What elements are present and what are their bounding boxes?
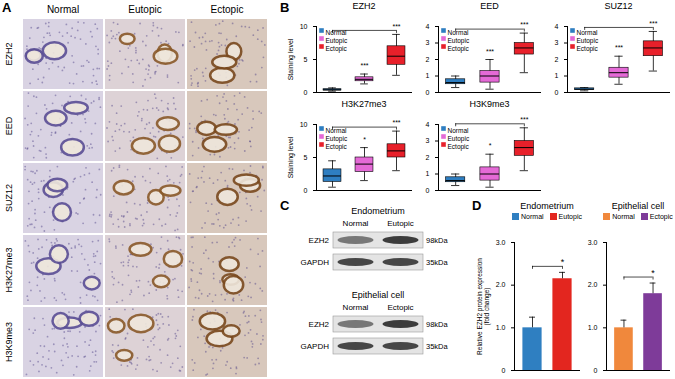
svg-text:Eutopic: Eutopic — [128, 4, 161, 15]
svg-text:Eutopic: Eutopic — [326, 135, 348, 143]
svg-text:Normal: Normal — [448, 127, 470, 134]
svg-text:2.0: 2.0 — [588, 281, 598, 288]
svg-text:*: * — [651, 268, 655, 278]
svg-text:Staining level: Staining level — [287, 136, 295, 178]
svg-text:H3K9me3: H3K9me3 — [4, 322, 14, 362]
svg-text:10: 10 — [300, 23, 308, 30]
svg-text:5: 5 — [304, 56, 308, 63]
svg-text:Staining level: Staining level — [287, 38, 295, 80]
svg-text:3: 3 — [426, 39, 430, 46]
svg-text:Ectopic: Ectopic — [211, 4, 244, 15]
svg-text:***: *** — [486, 48, 494, 55]
svg-text:0: 0 — [502, 367, 506, 374]
svg-text:4: 4 — [426, 121, 430, 128]
svg-text:0: 0 — [304, 89, 308, 96]
html-text:H3K9me3: H3K9me3 — [469, 99, 510, 109]
svg-text:3: 3 — [555, 39, 559, 46]
svg-text:Ectopic: Ectopic — [448, 45, 470, 53]
svg-text:0: 0 — [426, 187, 430, 194]
html-text:C: C — [280, 198, 290, 213]
html-text:B: B — [280, 0, 290, 15]
html-text:D: D — [472, 198, 482, 213]
html-text:EZH2: EZH2 — [352, 1, 376, 11]
html-text:A: A — [2, 0, 12, 15]
svg-text:EED: EED — [4, 116, 14, 135]
svg-text:***: *** — [615, 44, 623, 51]
svg-text:*: * — [363, 136, 366, 143]
svg-text:Eutopic: Eutopic — [577, 37, 599, 45]
svg-text:Ectopic: Ectopic — [577, 45, 599, 53]
svg-text:GAPDH: GAPDH — [301, 258, 330, 267]
svg-text:EZH2: EZH2 — [309, 236, 330, 245]
svg-text:SUZ12: SUZ12 — [4, 184, 14, 212]
svg-text:1.0: 1.0 — [496, 324, 506, 331]
svg-text:4: 4 — [426, 23, 430, 30]
html-text:Endometrium: Endometrium — [520, 201, 574, 211]
svg-text:***: *** — [392, 119, 400, 126]
svg-text:Normal: Normal — [326, 29, 348, 36]
svg-text:EZH2: EZH2 — [4, 42, 14, 65]
svg-text:Normal: Normal — [326, 127, 348, 134]
html-text:Epithelial cell: Epithelial cell — [611, 201, 665, 211]
svg-text:*: * — [561, 257, 565, 267]
svg-text:1: 1 — [426, 170, 430, 177]
svg-text:GAPDH: GAPDH — [301, 342, 330, 351]
svg-text:***: *** — [520, 116, 528, 123]
svg-text:Epithelial cell: Epithelial cell — [352, 290, 405, 300]
svg-text:Relative EZH2 protein expressi: Relative EZH2 protein expression(fold ch… — [476, 258, 491, 355]
svg-text:3: 3 — [426, 137, 430, 144]
svg-text:98kDa: 98kDa — [426, 236, 449, 245]
svg-text:1: 1 — [426, 72, 430, 79]
svg-text:Eutopic: Eutopic — [387, 219, 414, 228]
svg-text:H3K27me3: H3K27me3 — [4, 247, 14, 292]
svg-text:2: 2 — [426, 154, 430, 161]
svg-text:10: 10 — [300, 121, 308, 128]
svg-text:3.0: 3.0 — [588, 239, 598, 246]
svg-text:Eutopic: Eutopic — [448, 37, 470, 45]
svg-text:Endometrium: Endometrium — [351, 206, 405, 216]
svg-text:Eutopic: Eutopic — [448, 135, 470, 143]
html-text:Normal: Normal — [521, 213, 544, 220]
svg-text:0: 0 — [426, 89, 430, 96]
html-text:EED: EED — [480, 1, 499, 11]
svg-text:1: 1 — [555, 72, 559, 79]
svg-text:35kDa: 35kDa — [426, 258, 449, 267]
svg-text:***: *** — [392, 23, 400, 30]
svg-text:4: 4 — [555, 23, 559, 30]
svg-text:***: *** — [520, 21, 528, 28]
svg-text:0: 0 — [304, 187, 308, 194]
svg-text:***: *** — [649, 20, 657, 27]
svg-text:Ectopic: Ectopic — [326, 143, 348, 151]
svg-text:0: 0 — [555, 89, 559, 96]
svg-text:2: 2 — [426, 56, 430, 63]
svg-text:Normal: Normal — [577, 29, 599, 36]
html-text:Eutopic: Eutopic — [558, 213, 582, 220]
svg-text:Ectopic: Ectopic — [326, 45, 348, 53]
svg-text:1.0: 1.0 — [588, 324, 598, 331]
svg-text:35kDa: 35kDa — [426, 342, 449, 351]
svg-text:0: 0 — [594, 367, 598, 374]
svg-text:5: 5 — [304, 154, 308, 161]
svg-text:98kDa: 98kDa — [426, 320, 449, 329]
svg-text:Normal: Normal — [448, 29, 470, 36]
svg-text:Ectopic: Ectopic — [387, 303, 413, 312]
html-text:SUZ12: SUZ12 — [604, 1, 633, 11]
svg-text:3.0: 3.0 — [496, 239, 506, 246]
svg-text:***: *** — [360, 62, 368, 69]
svg-text:EZH2: EZH2 — [309, 320, 330, 329]
svg-text:Normal: Normal — [343, 219, 369, 228]
svg-text:2: 2 — [555, 56, 559, 63]
html-text:H3K27me3: H3K27me3 — [341, 99, 387, 109]
svg-text:Ectopic: Ectopic — [448, 143, 470, 151]
svg-text:Eutopic: Eutopic — [326, 37, 348, 45]
svg-text:Normal: Normal — [47, 4, 79, 15]
svg-text:*: * — [489, 142, 492, 149]
html-text:Normal: Normal — [612, 213, 635, 220]
svg-text:2.0: 2.0 — [496, 281, 506, 288]
svg-text:Normal: Normal — [343, 303, 369, 312]
html-text:Ectopic: Ectopic — [649, 213, 673, 220]
